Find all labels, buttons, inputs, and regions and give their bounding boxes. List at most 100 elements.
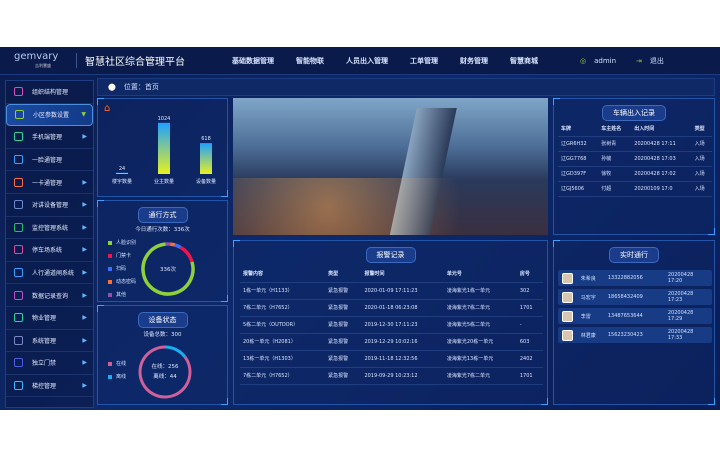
- sidebar-item-label: 小区参数设置: [33, 112, 70, 120]
- table-cell: 7栋二单元（H7652）: [240, 299, 326, 317]
- logout-button[interactable]: 退出: [649, 56, 664, 65]
- legend-item: 离线: [108, 373, 126, 380]
- chevron-right-icon: ▶: [82, 178, 87, 186]
- sidebar-item[interactable]: 一卡通管理 ▶: [6, 171, 93, 194]
- nav-item[interactable]: 人员出入管理: [346, 56, 388, 65]
- table-cell: 凌海紫光7栋二单元: [443, 367, 517, 385]
- column-header: 报警内容: [240, 265, 326, 283]
- table-cell: 2019-12-30 17:11:23: [361, 316, 444, 334]
- sidebar-item-label: 系统管理: [32, 337, 57, 345]
- realtime-row[interactable]: 李雷 13487653644 20200428 17:29: [558, 308, 712, 324]
- realtime-cell: 20200428 17:33: [667, 329, 694, 341]
- table-cell: 1701: [516, 299, 543, 317]
- sidebar-item[interactable]: 物业管理 ▶: [6, 307, 93, 330]
- table-cell: 20200428 17:02: [631, 166, 692, 182]
- app-title: 智慧社区综合管理平台: [76, 53, 206, 68]
- logout-icon[interactable]: ⇥: [636, 56, 642, 65]
- sidebar-item[interactable]: 组织结构管理: [6, 81, 93, 104]
- avatar: [562, 310, 573, 322]
- legend-label: 门禁卡: [116, 253, 132, 259]
- table-row[interactable]: 7栋二单元（H7652） 紧急报警 2020-01-18 06:23:08 凌海紫光7…: [240, 299, 543, 317]
- community-icon: [15, 110, 24, 120]
- bar-value: 24: [119, 166, 125, 172]
- username[interactable]: admin: [594, 56, 617, 65]
- nav-item[interactable]: 财务管理: [460, 56, 488, 65]
- sidebar-item[interactable]: 小区参数设置 ▼: [6, 103, 93, 127]
- sidebar-item-label: 一卡通管理: [32, 179, 63, 187]
- table-row[interactable]: 辽GD397F 徐牧 20200428 17:02 入场: [558, 166, 712, 182]
- nav-item[interactable]: 基础数据管理: [232, 56, 274, 65]
- table-row[interactable]: 辽GG7768 孙毓 20200428 17:03 入场: [558, 151, 712, 167]
- realtime-cell: 朱希良: [580, 275, 596, 282]
- table-cell: 辽GR6H32: [558, 136, 599, 152]
- bar: [158, 122, 170, 174]
- table-row[interactable]: 1栋一单元（H1133） 紧急报警 2020-01-09 17:11:23 凌海紫光1…: [240, 282, 543, 300]
- sidebar-item-label: 停车场系统: [32, 247, 63, 255]
- table-header: 报警内容 类型 报警时间 单元号 房号: [240, 265, 543, 283]
- column-header: 出入时间: [631, 121, 692, 137]
- table-cell: 张树青: [598, 136, 632, 152]
- table-cell: 入场: [691, 181, 712, 197]
- face-icon: [14, 155, 23, 165]
- sidebar-item[interactable]: 梯控管理 ▶: [6, 375, 93, 398]
- donut-segment: [164, 345, 187, 358]
- donut-segment: [170, 242, 176, 247]
- sidebar-item[interactable]: 人行通道闸系统 ▶: [6, 262, 93, 285]
- sidebar-item[interactable]: 监控管理系统 ▶: [6, 217, 93, 240]
- table-cell: 辽GD397F: [558, 166, 599, 182]
- table-cell: 603: [516, 333, 543, 351]
- sidebar-item-label: 物业管理: [32, 315, 57, 323]
- dashboard: gemvary 吉利慧盛 智慧社区综合管理平台 基础数据管理 智能物联 人员出入管理 工…: [0, 47, 720, 410]
- nav-item[interactable]: 智能物联: [296, 56, 324, 65]
- realtime-cell: 20200428 17:23: [667, 291, 694, 303]
- sidebar-item[interactable]: 对讲设备管理 ▶: [6, 194, 93, 217]
- table-row[interactable]: 辽GJ5606 付超 20200109 17:0 入场: [558, 181, 712, 197]
- donut-segment: [179, 245, 194, 263]
- legend-label: 动态密码: [116, 279, 137, 285]
- realtime-row[interactable]: 朱希良 13322882056 20200428 17:20: [558, 270, 712, 286]
- device-panel: 设备状态 设备总数：300 在线 离线 在线：256 离线：44: [97, 305, 228, 405]
- nav-item[interactable]: 智慧商城: [510, 56, 538, 65]
- table-row[interactable]: 13栋一单元（H1303） 紧急报警 2019-11-18 12:32:56 凌海紫光…: [240, 350, 543, 368]
- sidebar-item[interactable]: 一脸通管理: [6, 149, 93, 172]
- sidebar-item[interactable]: 独立门禁 ▶: [6, 352, 93, 375]
- table-row[interactable]: 辽GR6H32 张树青 20200428 17:11 入场: [558, 136, 712, 152]
- chevron-right-icon: ▶: [82, 223, 87, 231]
- sidebar-item[interactable]: 停车场系统 ▶: [6, 239, 93, 262]
- table-row[interactable]: 7栋二单元（H7652） 紧急报警 2019-09-29 10:23:12 凌海紫光7…: [240, 367, 543, 385]
- sidebar-item[interactable]: 数据记录查询 ▶: [6, 284, 93, 307]
- realtime-cell: 李雷: [580, 313, 591, 320]
- chevron-right-icon: ▶: [82, 246, 87, 254]
- table-cell: 紧急报警: [325, 367, 362, 385]
- legend-swatch: [108, 240, 112, 245]
- table-cell: 孙毓: [598, 151, 632, 167]
- legend-label: 离线: [116, 374, 127, 380]
- legend-swatch: [108, 292, 112, 297]
- sidebar-item[interactable]: 系统管理 ▶: [6, 330, 93, 353]
- home-icon[interactable]: ⌂: [104, 103, 111, 114]
- table-row[interactable]: 5栋二单元（OUTDOR） 紧急报警 2019-12-30 17:11:23 凌海紫光…: [240, 316, 543, 334]
- realtime-cell: 18658432409: [607, 294, 643, 300]
- stats-bar-chart: 24 楼宇数量 1024 业主数量 618 设备数量: [112, 116, 216, 185]
- chevron-right-icon: ▶: [82, 336, 87, 344]
- passage-total: 今日通行次数：336次: [135, 227, 190, 233]
- table-cell: 2020-01-09 17:11:23: [361, 282, 444, 300]
- table-cell: 入场: [691, 151, 712, 167]
- column-header: 车牌: [558, 121, 599, 137]
- bar-label: 业主数量: [154, 178, 174, 185]
- sidebar-item[interactable]: 手机端管理 ▶: [6, 126, 93, 149]
- nav-item[interactable]: 工单管理: [410, 56, 438, 65]
- table-cell: 2020-01-18 06:23:08: [361, 299, 444, 317]
- table-row[interactable]: 20栋一单元（H2081） 紧急报警 2019-12-29 10:02:16 凌海紫光…: [240, 333, 543, 351]
- passage-donut: [141, 242, 195, 296]
- realtime-cell: 13322882056: [607, 275, 643, 281]
- realtime-row[interactable]: 林君康 15623230423 20200428 17:33: [558, 327, 712, 343]
- sidebar-item-label: 独立门禁: [32, 360, 57, 368]
- realtime-cell: 马宏宇: [580, 294, 596, 301]
- table-cell: 辽GG7768: [558, 151, 599, 167]
- table-cell: 2402: [516, 350, 543, 368]
- donut-segment: [141, 242, 195, 296]
- chevron-right-icon: ▶: [82, 359, 87, 367]
- realtime-row[interactable]: 马宏宇 18658432409 20200428 17:23: [558, 289, 712, 305]
- table-cell: 凌海紫光1栋一单元: [443, 282, 517, 300]
